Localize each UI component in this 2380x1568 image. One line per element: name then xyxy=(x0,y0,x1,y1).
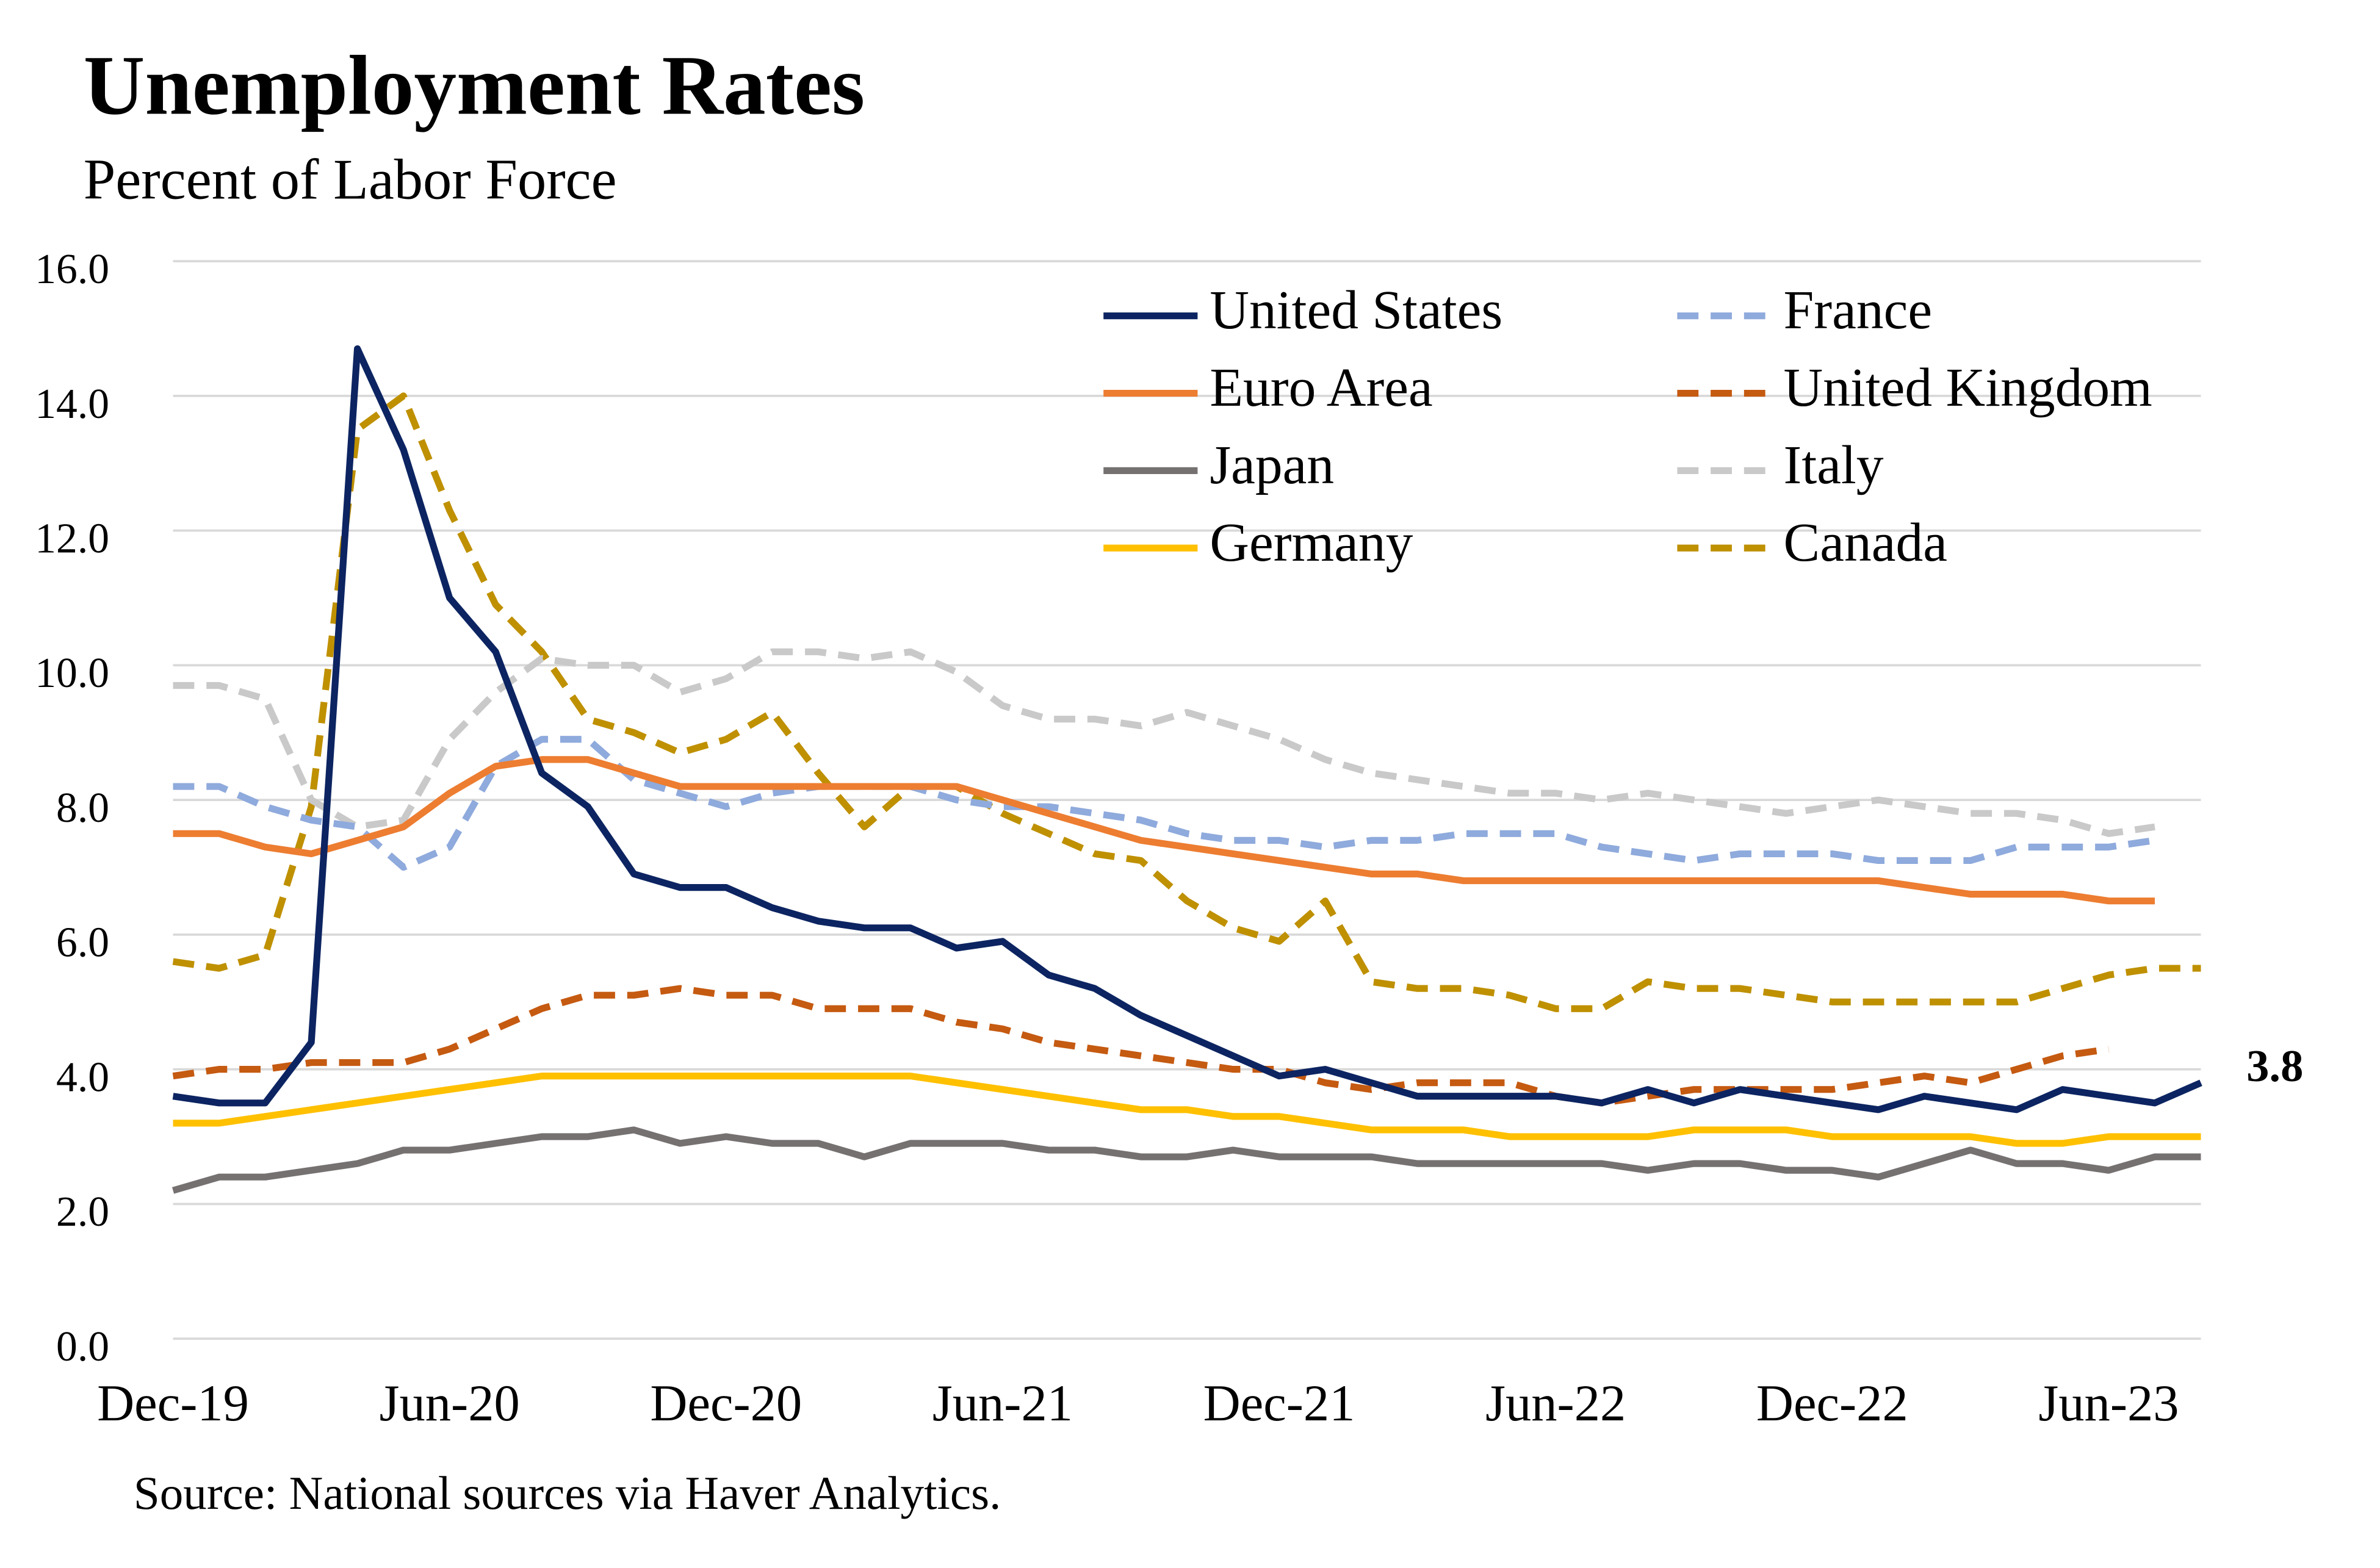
y-tick-label: 10.0 xyxy=(35,650,109,697)
chart-title: Unemployment Rates xyxy=(84,39,865,133)
x-tick-label: Dec-21 xyxy=(1203,1375,1355,1432)
y-tick-label: 2.0 xyxy=(56,1189,109,1235)
end-value-label: 3.8 xyxy=(2246,1041,2303,1091)
legend-label: Italy xyxy=(1784,435,1884,495)
series-line xyxy=(171,1126,2201,1194)
legend-label: Euro Area xyxy=(1210,358,1432,418)
legend-label: Japan xyxy=(1210,435,1334,495)
series-line xyxy=(172,345,2202,1113)
y-tick-label: 14.0 xyxy=(35,381,109,428)
x-tick-label: Jun-23 xyxy=(2038,1375,2179,1432)
y-tick-label: 6.0 xyxy=(56,919,109,966)
series-line xyxy=(172,392,2201,1012)
x-tick-label: Dec-22 xyxy=(1756,1375,1908,1432)
legend-label: United Kingdom xyxy=(1784,358,2152,418)
x-tick-label: Dec-19 xyxy=(97,1375,249,1432)
x-tick-label: Jun-21 xyxy=(932,1375,1073,1432)
legend-label: France xyxy=(1784,280,1933,340)
x-tick-label: Dec-20 xyxy=(650,1375,802,1432)
series-line xyxy=(173,648,2155,837)
series-line xyxy=(172,985,2110,1107)
chart-subtitle: Percent of Labor Force xyxy=(84,148,617,211)
series-line xyxy=(173,1073,2201,1147)
legend-label: Canada xyxy=(1784,512,1947,573)
y-tick-label: 4.0 xyxy=(56,1054,109,1101)
y-tick-label: 12.0 xyxy=(35,516,109,563)
legend-label: United States xyxy=(1210,280,1502,340)
y-tick-label: 8.0 xyxy=(56,785,109,832)
series-line xyxy=(173,756,2155,905)
y-tick-label: 16.0 xyxy=(35,246,109,293)
source-note: Source: National sources via Haver Analy… xyxy=(134,1467,1001,1519)
legend-label: Germany xyxy=(1210,512,1413,573)
x-tick-label: Jun-20 xyxy=(380,1375,520,1432)
x-tick-label: Jun-22 xyxy=(1485,1375,1626,1432)
y-tick-label: 0.0 xyxy=(56,1323,109,1370)
